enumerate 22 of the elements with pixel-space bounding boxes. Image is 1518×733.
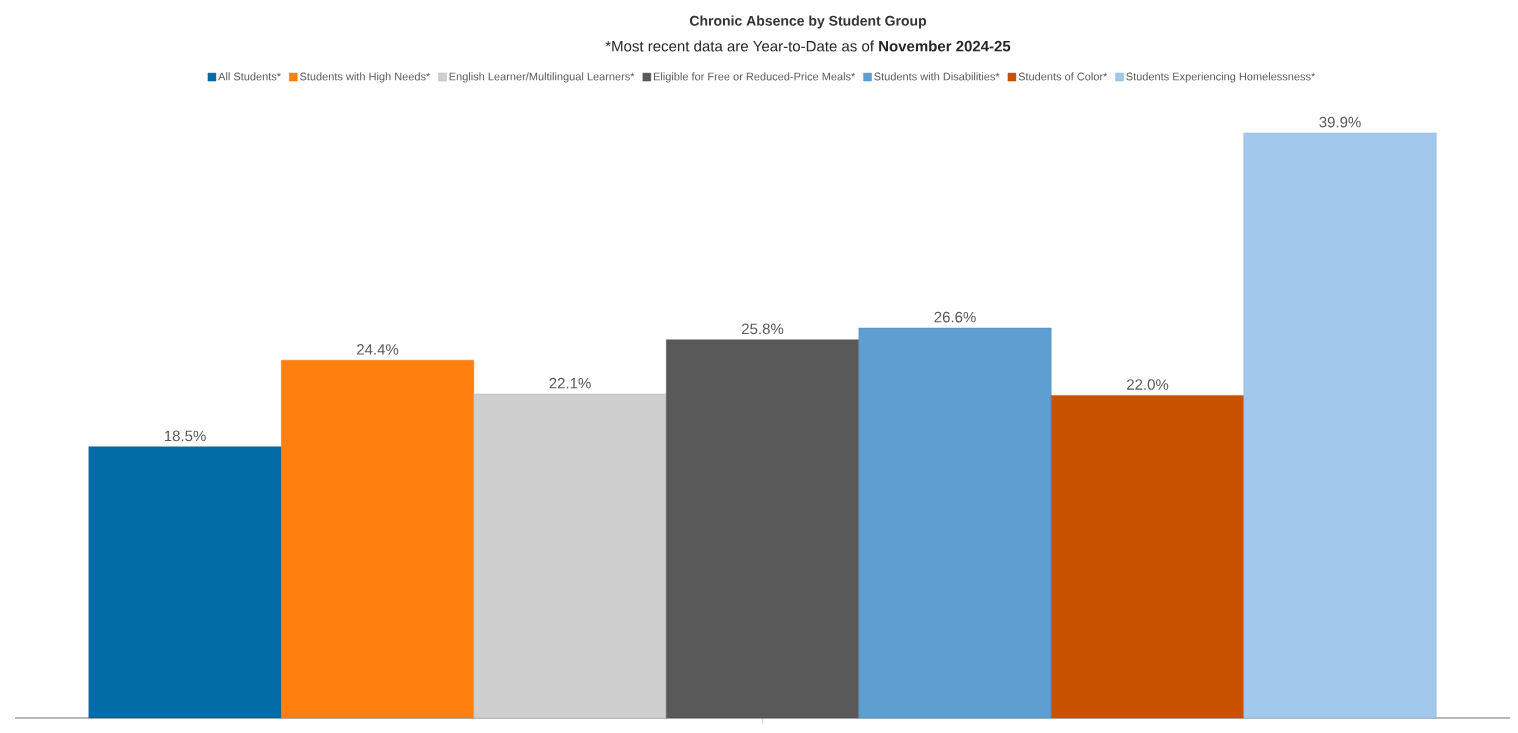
legend-label: Students with Disabilities* <box>874 72 1000 81</box>
legend-label: Eligible for Free or Reduced-Price Meals* <box>653 72 856 83</box>
data-label: 26.6% <box>934 311 976 323</box>
bar <box>473 393 667 719</box>
legend-label: English Learner/Multilingual Learners* <box>449 72 635 83</box>
data-label: 39.9% <box>1319 116 1361 128</box>
legend-label: Students with High Needs* <box>300 72 431 83</box>
legend-label: Students Experiencing Homelessness* <box>1126 72 1316 83</box>
data-label: 18.5% <box>164 430 206 442</box>
data-label: 22.0% <box>1127 379 1169 390</box>
bar <box>1243 132 1437 719</box>
bar <box>88 446 282 719</box>
data-label: 25.8% <box>742 323 784 335</box>
bar <box>1051 395 1244 719</box>
chart-subtitle: *Most recent data are Year-to-Date as of November 2024-25 <box>605 40 1011 52</box>
data-label: 22.1% <box>549 377 591 389</box>
bar <box>858 327 1052 719</box>
bar <box>281 360 474 719</box>
legend-label: All Students* <box>218 72 281 81</box>
chart-title: Chronic Absence by Student Group <box>689 15 927 29</box>
data-label: 24.4% <box>357 344 399 355</box>
legend-label: Students of Color* <box>1018 72 1108 81</box>
